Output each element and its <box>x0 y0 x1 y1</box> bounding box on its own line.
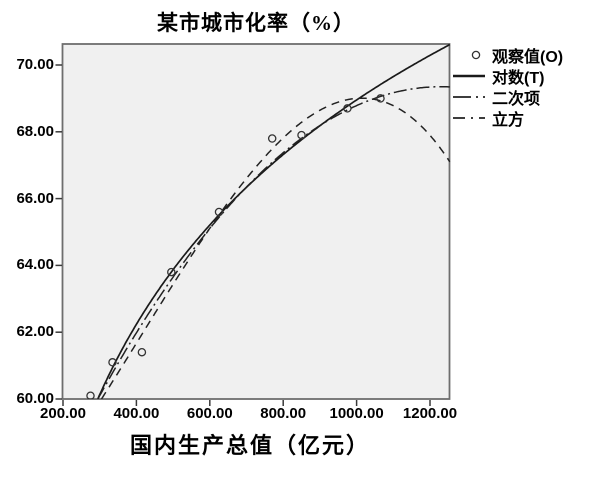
y-tick-label: 60.00 <box>16 390 54 407</box>
fit-line-cubic <box>100 97 451 399</box>
y-tick-label: 70.00 <box>16 56 54 73</box>
circle-marker-icon <box>471 50 481 60</box>
x-tick-label: 1200.00 <box>402 405 458 422</box>
legend: 观察值(O) 对数(T) 二次项 立方 <box>452 44 564 129</box>
observed-point <box>167 267 176 277</box>
x-tick-label: 800.00 <box>260 405 307 422</box>
observed-point <box>297 130 306 140</box>
y-tick-label: 64.00 <box>16 256 54 274</box>
dashed-line-icon <box>453 117 485 119</box>
observed-point <box>343 104 352 113</box>
legend-label-quadratic: 二次项 <box>492 90 541 108</box>
chart-title: 某市城市化率（%） <box>157 11 355 35</box>
fit-line-logarithmic <box>97 43 451 399</box>
y-tick-label: 66.00 <box>16 189 54 207</box>
observed-point <box>86 391 95 399</box>
solid-line-icon <box>453 74 485 78</box>
observed-point <box>267 134 277 143</box>
legend-item-quadratic: 二次项 <box>452 86 563 108</box>
observed-point <box>137 347 147 357</box>
legend-item-logarithmic: 对数(T) <box>452 65 563 87</box>
plot-frame <box>61 43 451 400</box>
x-tick-label: 600.00 <box>186 405 233 422</box>
legend-label-logarithmic: 对数(T) <box>492 69 545 87</box>
observed-point <box>376 94 385 103</box>
x-tick-label: 1000.00 <box>329 405 384 422</box>
legend-item-cubic: 立方 <box>452 107 563 129</box>
observed-point <box>214 207 224 217</box>
legend-item-observed: 观察值(O) <box>452 44 564 66</box>
legend-label-cubic: 立方 <box>492 111 525 129</box>
observed-point <box>108 358 117 367</box>
y-tick-label: 62.00 <box>16 323 54 341</box>
y-tick-label: 68.00 <box>16 122 54 140</box>
x-tick-label: 400.00 <box>113 405 160 422</box>
dashdot-line-icon <box>453 96 485 98</box>
x-tick-label: 200.00 <box>40 405 86 422</box>
legend-label-observed: 观察值(O) <box>492 48 564 66</box>
x-axis-title: 国内生产总值（亿元） <box>129 433 370 458</box>
